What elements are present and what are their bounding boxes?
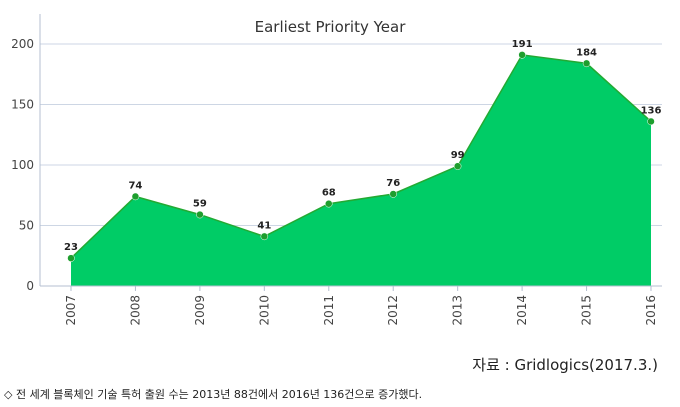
axis-layer: 0 50 100 150 200 2007 2008 2009 2010 2011 2012 2013… <box>11 14 662 326</box>
figure-caption: ◇ 전 세계 블록체인 기술 특허 출원 수는 2013년 88건에서 2016… <box>4 388 423 401</box>
data-point <box>196 210 204 219</box>
x-tick-label: 2012 <box>386 295 400 326</box>
data-label: 41 <box>257 220 271 231</box>
label-layer: 23 74 59 41 68 76 99 191 184 136 <box>64 39 661 253</box>
y-tick-label: 150 <box>11 98 34 112</box>
x-tick-label: 2013 <box>451 295 465 326</box>
data-label: 99 <box>451 150 465 161</box>
data-point <box>389 190 397 198</box>
data-label: 23 <box>64 242 78 253</box>
data-point <box>582 59 591 68</box>
series-line <box>70 54 652 259</box>
x-tick-label: 2014 <box>515 295 529 326</box>
x-tick-label: 2016 <box>644 295 658 326</box>
y-tick-label: 200 <box>11 37 34 51</box>
data-label: 59 <box>193 199 207 210</box>
x-tick-label: 2011 <box>322 295 336 326</box>
series-area <box>71 54 651 287</box>
y-tick-label: 0 <box>26 279 34 293</box>
data-label: 74 <box>128 180 142 191</box>
x-tick-label: 2015 <box>580 295 594 326</box>
data-point <box>453 162 462 170</box>
y-tick-label: 100 <box>11 158 34 172</box>
marker-layer <box>67 51 655 262</box>
source-note: 자료 : Gridlogics(2017.3.) <box>472 356 658 374</box>
data-point <box>325 199 333 208</box>
data-label: 184 <box>576 47 597 58</box>
area-layer <box>70 54 652 287</box>
data-point <box>647 117 655 126</box>
chart-title: Earliest Priority Year <box>255 18 407 36</box>
data-label: 136 <box>641 105 662 116</box>
data-label: 76 <box>386 178 400 189</box>
data-point <box>67 254 75 262</box>
x-tick-label: 2009 <box>193 295 207 326</box>
x-tick-label: 2007 <box>64 295 78 326</box>
x-tick-label: 2008 <box>128 295 142 326</box>
area-chart: 23 74 59 41 68 76 99 191 184 136 0 50 100 150 200 2007… <box>11 14 662 326</box>
data-point <box>131 192 140 201</box>
x-tick-label: 2010 <box>257 295 271 326</box>
y-tick-label: 50 <box>19 219 34 233</box>
data-point <box>518 51 526 59</box>
data-label: 68 <box>322 188 336 199</box>
data-point <box>260 232 269 241</box>
data-label: 191 <box>512 39 533 50</box>
